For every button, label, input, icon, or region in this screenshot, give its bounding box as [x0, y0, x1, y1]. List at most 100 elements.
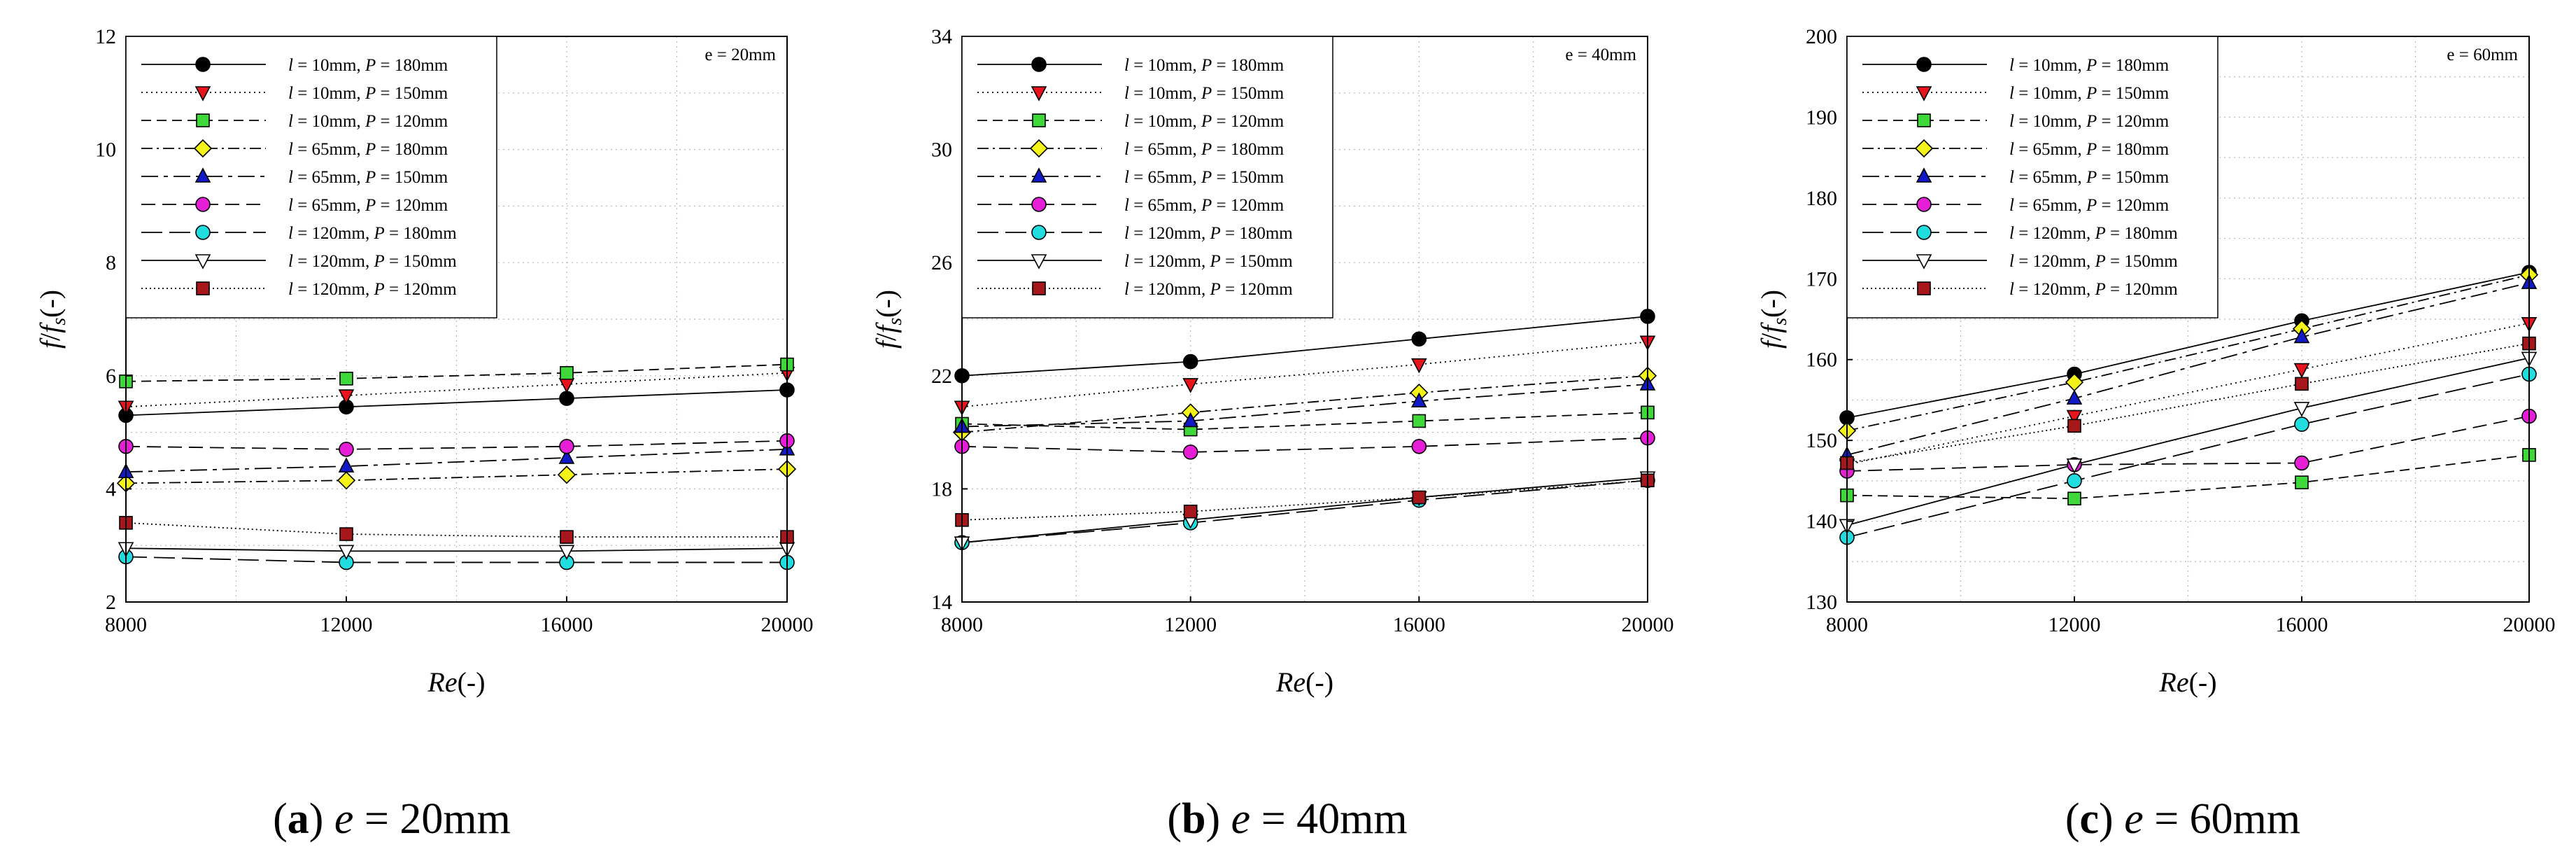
- data-point-s6-3: [559, 438, 574, 454]
- x-tick-label: 20000: [2503, 613, 2556, 636]
- chart-panel-a: 8000 12000 16000 20000 2 4 6 8 10 12 Re(-) f/fs(-) e…: [34, 25, 814, 843]
- legend-box: [1846, 36, 2218, 318]
- data-point-s3-3: [1412, 414, 1427, 428]
- legend-marker: [1032, 113, 1046, 127]
- y-tick-label: 140: [1806, 510, 1837, 533]
- y-tick-label: 8: [106, 251, 116, 274]
- legend-box: [125, 36, 497, 318]
- data-point-s5-3: [558, 449, 575, 464]
- data-point-s8-2: [2066, 458, 2083, 474]
- legend-label: l = 10mm, P = 180mm: [1124, 56, 1285, 75]
- y-axis-label: f/fs(-): [34, 290, 70, 349]
- data-point-s5-3: [2293, 328, 2310, 344]
- legend-label: l = 120mm, P = 120mm: [288, 280, 457, 299]
- x-tick-label: 8000: [105, 613, 147, 636]
- y-axis-label: f/fs(-): [870, 290, 906, 349]
- legend-marker: [194, 254, 211, 270]
- data-point-s1-3: [1411, 331, 1427, 347]
- legend: l = 10mm, P = 180mm l = 10mm, P = 150mm l …: [1846, 36, 2218, 318]
- y-tick-label: 26: [931, 251, 952, 274]
- series-line-5: [1846, 282, 2530, 456]
- legend-marker: [1916, 225, 1932, 240]
- data-point-s4-3: [557, 465, 576, 484]
- y-tick-label: 30: [931, 139, 952, 162]
- legend-item-9: l = 120mm, P = 120mm: [977, 280, 1293, 299]
- data-point-s1-3: [559, 391, 574, 406]
- legend-label: l = 120mm, P = 150mm: [288, 252, 457, 271]
- data-point-s9-2: [2067, 419, 2081, 433]
- series-line-3: [125, 363, 788, 382]
- series-lines: [125, 363, 788, 564]
- data-point-s5-2: [1182, 412, 1198, 428]
- y-tick-label: 12: [95, 25, 116, 48]
- legend-label: l = 10mm, P = 120mm: [1124, 112, 1285, 131]
- y-tick-label: 4: [106, 477, 116, 500]
- legend-label: l = 120mm, P = 120mm: [2009, 280, 2178, 299]
- legend-item-4: l = 65mm, P = 180mm: [977, 139, 1285, 159]
- series-line-4: [961, 374, 1648, 433]
- y-tick-label: 14: [931, 591, 952, 614]
- data-point-s6-2: [339, 442, 354, 457]
- legend-label: l = 120mm, P = 180mm: [1124, 224, 1293, 243]
- legend-label: l = 120mm, P = 120mm: [1124, 280, 1293, 299]
- legend-marker: [1917, 281, 1931, 295]
- data-point-s9-3: [560, 530, 574, 544]
- data-point-s2-3: [2293, 363, 2310, 379]
- legend-item-6: l = 65mm, P = 120mm: [1862, 196, 2170, 215]
- series-line-4: [125, 468, 788, 484]
- legend-item-2: l = 10mm, P = 150mm: [977, 84, 1285, 103]
- panel-caption: (b) e = 40mm: [1167, 795, 1407, 843]
- legend-marker: [1031, 197, 1047, 212]
- series-line-7: [961, 479, 1648, 544]
- legend-marker: [1031, 225, 1047, 240]
- data-point-s3-2: [2067, 491, 2081, 506]
- legend-label: l = 120mm, P = 150mm: [1124, 252, 1293, 271]
- x-tick-label: 12000: [320, 613, 373, 636]
- series-line-1: [1846, 272, 2530, 419]
- data-point-s2-2: [338, 389, 355, 405]
- legend-marker: [196, 113, 210, 127]
- data-point-s7-2: [2067, 473, 2082, 489]
- y-tick-label: 200: [1806, 25, 1837, 48]
- legend-label: l = 10mm, P = 120mm: [2009, 112, 2170, 131]
- series-line-2: [1846, 322, 2530, 465]
- y-tick-label: 190: [1806, 106, 1837, 129]
- legend-label: l = 65mm, P = 180mm: [288, 140, 448, 159]
- legend-item-1: l = 10mm, P = 180mm: [1862, 56, 2170, 75]
- data-point-s2-2: [1182, 378, 1198, 393]
- legend-item-8: l = 120mm, P = 150mm: [1862, 252, 2178, 271]
- legend-item-1: l = 10mm, P = 180mm: [141, 56, 448, 75]
- y-axis-label: f/fs(-): [1755, 290, 1791, 349]
- panel-annotation: e = 20mm: [705, 46, 776, 64]
- series-line-9: [1846, 342, 2530, 464]
- x-axis-label: Re(-): [427, 666, 485, 698]
- series-lines: [961, 316, 1648, 544]
- series-line-7: [125, 556, 787, 564]
- legend-marker: [1031, 254, 1047, 270]
- legend-label: l = 120mm, P = 180mm: [2009, 224, 2178, 243]
- legend-label: l = 65mm, P = 120mm: [288, 196, 448, 215]
- data-point-s8-3: [2293, 402, 2310, 417]
- legend-item-9: l = 120mm, P = 120mm: [141, 280, 457, 299]
- series-line-9: [961, 479, 1648, 521]
- series-line-3: [1846, 454, 2530, 500]
- legend-marker: [1916, 197, 1932, 212]
- x-tick-label: 16000: [541, 613, 593, 636]
- legend-marker: [1917, 113, 1931, 127]
- series-line-4: [1846, 274, 2530, 432]
- legend-item-7: l = 120mm, P = 180mm: [141, 224, 457, 243]
- x-tick-label: 20000: [761, 613, 814, 636]
- legend-marker: [1916, 167, 1932, 183]
- data-point-s6-3: [1411, 438, 1427, 454]
- data-point-s5-2: [338, 457, 355, 472]
- legend-item-6: l = 65mm, P = 120mm: [141, 196, 448, 215]
- legend-label: l = 65mm, P = 180mm: [1124, 140, 1285, 159]
- legend: l = 10mm, P = 180mm l = 10mm, P = 150mm l …: [961, 36, 1333, 318]
- series-line-6: [125, 440, 788, 450]
- legend-item-3: l = 10mm, P = 120mm: [977, 112, 1285, 131]
- legend-label: l = 120mm, P = 180mm: [288, 224, 457, 243]
- legend-item-2: l = 10mm, P = 150mm: [141, 84, 448, 103]
- legend-label: l = 65mm, P = 180mm: [2009, 140, 2170, 159]
- legend-marker: [1031, 86, 1047, 102]
